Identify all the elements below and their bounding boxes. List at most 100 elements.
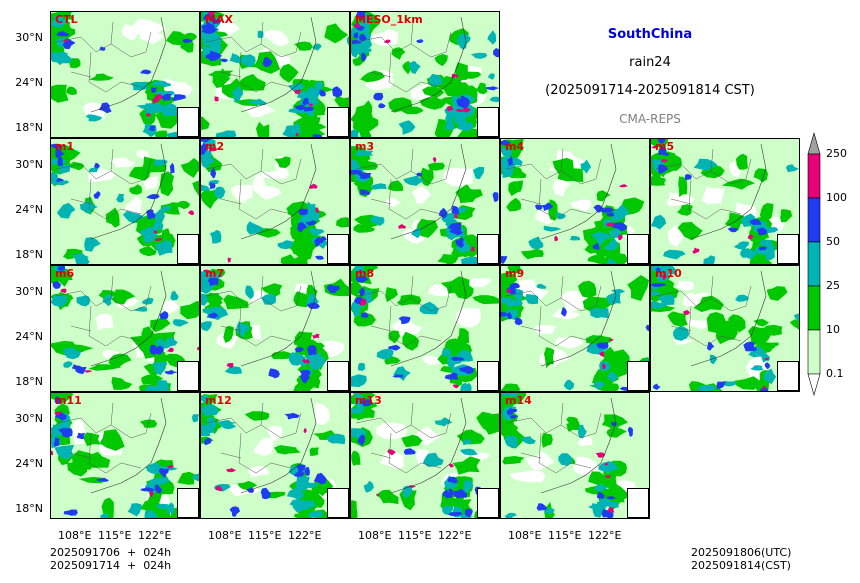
longitude-tick-label: 115°E [98, 529, 132, 542]
rain-cell [750, 365, 764, 371]
rain-cell [154, 209, 165, 222]
footer-init-time: 2025091706 + 024h 2025091714 + 024h [50, 546, 171, 572]
coastline [90, 270, 167, 367]
rain-cell [224, 366, 243, 375]
province-boundaries [655, 275, 752, 347]
rain-cell [655, 267, 661, 272]
rain-cell [155, 237, 163, 242]
rain-cell [501, 139, 511, 146]
rain-cell [139, 245, 157, 257]
rain-cell [128, 166, 154, 181]
rain-cell [585, 335, 613, 345]
rain-cell [223, 294, 249, 310]
precip-field [501, 266, 649, 391]
rain-cell [209, 229, 222, 244]
rain-cell [201, 278, 214, 294]
rain-cell [148, 476, 170, 486]
rain-cell [93, 191, 101, 199]
rain-cell [51, 450, 54, 456]
rain-cell [226, 468, 237, 473]
rain-cell [501, 383, 521, 391]
latitude-tick-label: 24°N [15, 203, 43, 216]
rain-cell [141, 297, 154, 305]
rain-cell [129, 184, 142, 195]
latitude-tick-label: 18°N [15, 121, 43, 134]
rain-cell [429, 73, 443, 87]
rain-cell [457, 128, 481, 137]
rain-cell [673, 325, 690, 341]
rain-cell [204, 24, 215, 34]
rain-cell [245, 285, 254, 300]
rain-cell [753, 168, 768, 183]
longitude-tick-label: 108°E [508, 529, 542, 542]
rain-cell [51, 84, 69, 103]
rain-cell [369, 215, 385, 226]
rain-cell [161, 205, 172, 212]
rain-cell [154, 94, 163, 100]
rain-cell [727, 227, 738, 233]
rain-cell [736, 153, 748, 170]
south-china-sea-inset [177, 361, 199, 391]
rain-cell [603, 238, 619, 251]
precip-field [201, 12, 349, 137]
map-panel-m9: m9 [500, 265, 650, 392]
rain-cell [324, 23, 349, 44]
rain-cell [501, 297, 512, 304]
rain-cell [170, 290, 179, 301]
rain-cell [100, 513, 109, 518]
rain-cell [520, 248, 544, 260]
rain-cell [351, 450, 361, 466]
rain-cell [76, 432, 86, 440]
rain-cell [166, 347, 174, 353]
rain-cell [487, 30, 497, 45]
precip-field [651, 266, 799, 391]
rain-cell [201, 139, 211, 143]
province-boundaries [205, 402, 302, 474]
rain-cell [271, 351, 292, 360]
no-rain-area [673, 280, 695, 291]
precip-field [51, 143, 199, 264]
rain-cell [206, 416, 217, 429]
coastline [390, 397, 467, 494]
rain-cell [580, 159, 592, 174]
panel-label: m2 [205, 140, 225, 153]
rain-cell [677, 222, 703, 241]
no-rain-area [162, 300, 180, 314]
rain-cell [438, 207, 448, 219]
coastline [240, 397, 317, 494]
rain-cell [501, 255, 508, 264]
rain-cell [566, 416, 579, 426]
rain-cell [509, 414, 519, 419]
rain-cell [651, 176, 667, 186]
precip-field [201, 268, 349, 391]
rain-cell [353, 224, 376, 233]
province-boundaries [55, 275, 152, 347]
rain-cell [402, 485, 413, 498]
rain-cell [361, 52, 367, 62]
rain-cell [541, 432, 553, 448]
rain-cell [192, 473, 199, 482]
rain-cell [398, 316, 411, 325]
south-china-sea-inset [627, 488, 649, 518]
no-rain-area [252, 437, 274, 456]
rain-cell [383, 39, 391, 44]
rain-cell [164, 336, 178, 347]
rain-cell [748, 326, 772, 346]
rain-cell [299, 245, 313, 261]
period-title: (2025091714-2025091814 CST) [545, 83, 755, 98]
rain-cell [456, 328, 470, 346]
rain-cell [60, 288, 67, 294]
rain-cell [229, 53, 241, 63]
rain-cell [422, 86, 445, 99]
province-boundaries [55, 402, 152, 474]
rain-cell [154, 484, 162, 494]
no-rain-area [380, 452, 404, 469]
rain-cell [208, 12, 215, 16]
precip-field [51, 393, 199, 518]
rain-cell [207, 70, 234, 78]
rain-cell [307, 201, 316, 217]
rain-cell [501, 311, 507, 317]
rain-cell [403, 448, 416, 455]
longitude-tick-label: 122°E [288, 529, 322, 542]
rain-cell [789, 319, 799, 330]
